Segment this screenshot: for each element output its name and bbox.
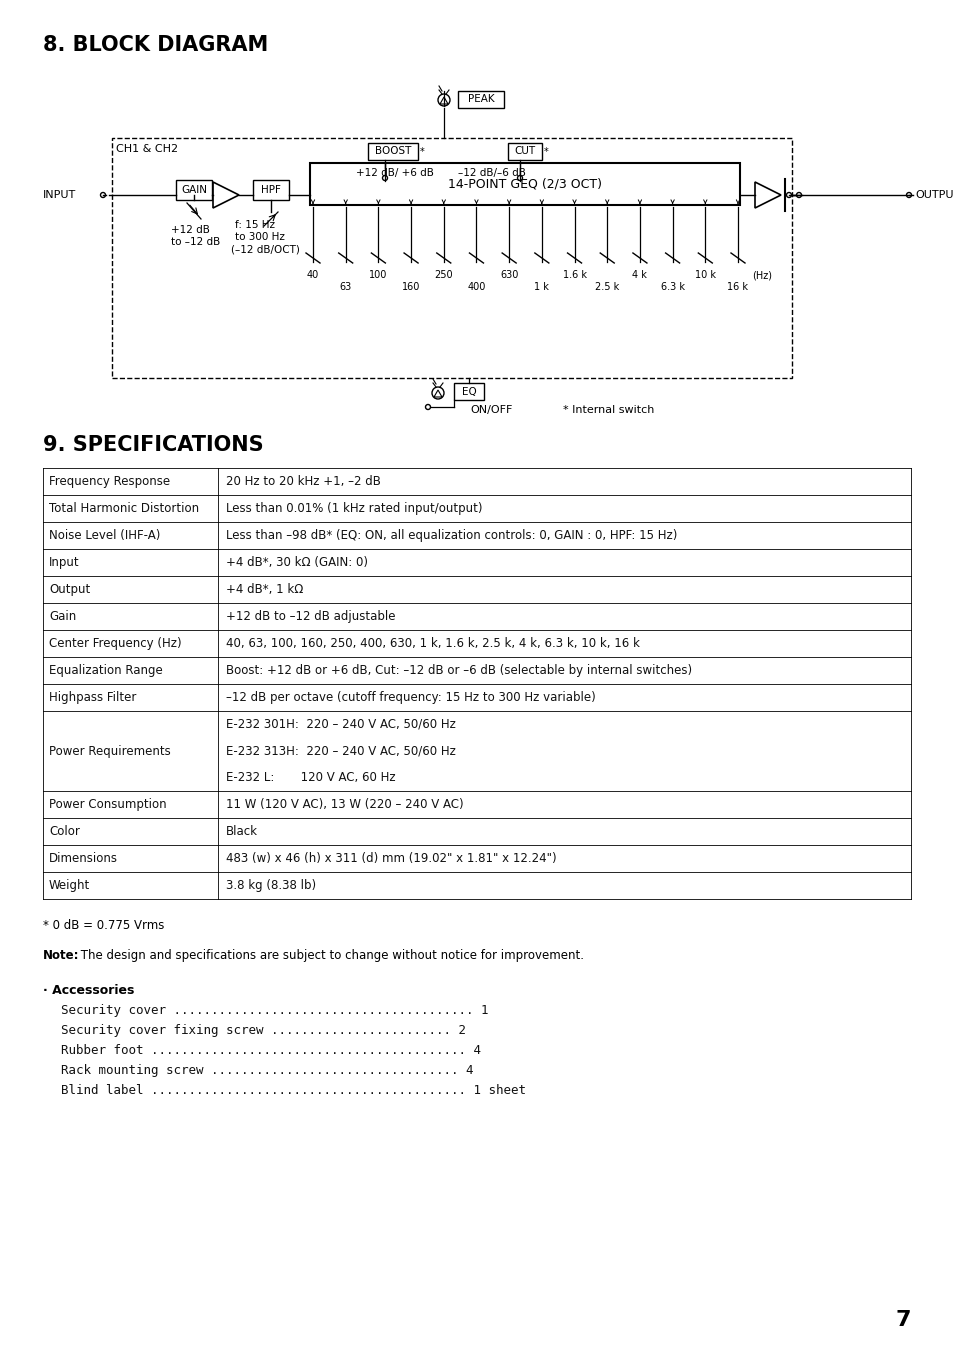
Text: –12 dB/–6 dB: –12 dB/–6 dB — [457, 167, 525, 178]
Text: 20 Hz to 20 kHz +1, –2 dB: 20 Hz to 20 kHz +1, –2 dB — [226, 475, 380, 487]
Text: to –12 dB: to –12 dB — [171, 238, 220, 247]
Text: *: * — [543, 147, 548, 157]
Text: Power Requirements: Power Requirements — [49, 744, 171, 757]
Text: E-232 301H:  220 – 240 V AC, 50/60 Hz: E-232 301H: 220 – 240 V AC, 50/60 Hz — [226, 718, 456, 730]
Text: 10 k: 10 k — [694, 270, 715, 279]
Text: *: * — [419, 147, 424, 157]
Text: Total Harmonic Distortion: Total Harmonic Distortion — [49, 502, 199, 514]
Text: EQ: EQ — [461, 386, 476, 397]
Bar — [253, 180, 289, 200]
Text: +12 dB/ +6 dB: +12 dB/ +6 dB — [355, 167, 434, 178]
Bar — [507, 143, 541, 161]
Text: +4 dB*, 30 kΩ (GAIN: 0): +4 dB*, 30 kΩ (GAIN: 0) — [226, 556, 368, 568]
Text: 400: 400 — [467, 282, 485, 292]
Text: 100: 100 — [369, 270, 387, 279]
Text: Dimensions: Dimensions — [49, 852, 118, 865]
Text: 40, 63, 100, 160, 250, 400, 630, 1 k, 1.6 k, 2.5 k, 4 k, 6.3 k, 10 k, 16 k: 40, 63, 100, 160, 250, 400, 630, 1 k, 1.… — [226, 637, 639, 649]
Text: 11 W (120 V AC), 13 W (220 – 240 V AC): 11 W (120 V AC), 13 W (220 – 240 V AC) — [226, 798, 463, 811]
Text: 2.5 k: 2.5 k — [595, 282, 618, 292]
Text: Weight: Weight — [49, 879, 91, 892]
Text: Boost: +12 dB or +6 dB, Cut: –12 dB or –6 dB (selectable by internal switches): Boost: +12 dB or +6 dB, Cut: –12 dB or –… — [226, 664, 691, 676]
Text: (Hz): (Hz) — [751, 270, 771, 279]
Text: 3.8 kg (8.38 lb): 3.8 kg (8.38 lb) — [226, 879, 315, 892]
Text: Rubber foot .......................................... 4: Rubber foot ............................… — [61, 1044, 480, 1057]
Text: 4 k: 4 k — [632, 270, 647, 279]
Bar — [112, 138, 791, 378]
Text: 9. SPECIFICATIONS: 9. SPECIFICATIONS — [43, 435, 263, 455]
Text: * Internal switch: * Internal switch — [562, 405, 654, 414]
Text: Less than –98 dB* (EQ: ON, all equalization controls: 0, GAIN : 0, HPF: 15 Hz): Less than –98 dB* (EQ: ON, all equalizat… — [226, 529, 677, 541]
Text: Gain: Gain — [49, 610, 76, 622]
Text: Security cover fixing screw ........................ 2: Security cover fixing screw ............… — [61, 1025, 465, 1037]
Text: Power Consumption: Power Consumption — [49, 798, 167, 811]
Text: 63: 63 — [339, 282, 352, 292]
Text: CH1 & CH2: CH1 & CH2 — [116, 144, 178, 154]
Text: Rack mounting screw ................................. 4: Rack mounting screw ....................… — [61, 1064, 473, 1077]
Text: 6.3 k: 6.3 k — [659, 282, 684, 292]
Text: ON/OFF: ON/OFF — [470, 405, 512, 414]
Text: +12 dB to –12 dB adjustable: +12 dB to –12 dB adjustable — [226, 610, 395, 622]
Text: CUT: CUT — [514, 147, 535, 157]
Text: Highpass Filter: Highpass Filter — [49, 691, 136, 703]
Text: 14-POINT GEQ (2/3 OCT): 14-POINT GEQ (2/3 OCT) — [448, 177, 601, 190]
Text: 250: 250 — [434, 270, 453, 279]
Text: Blind label .......................................... 1 sheet: Blind label ............................… — [61, 1084, 525, 1098]
Bar — [454, 383, 483, 400]
Text: Less than 0.01% (1 kHz rated input/output): Less than 0.01% (1 kHz rated input/outpu… — [226, 502, 482, 514]
Text: PEAK: PEAK — [467, 95, 494, 104]
Text: Color: Color — [49, 825, 80, 838]
Text: Noise Level (IHF-A): Noise Level (IHF-A) — [49, 529, 160, 541]
Text: 630: 630 — [499, 270, 517, 279]
Text: to 300 Hz: to 300 Hz — [234, 232, 285, 242]
Bar — [175, 180, 212, 200]
Text: (–12 dB/OCT): (–12 dB/OCT) — [231, 244, 299, 254]
Text: 1 k: 1 k — [534, 282, 549, 292]
Text: 1.6 k: 1.6 k — [562, 270, 586, 279]
Bar — [310, 163, 740, 205]
Text: 7: 7 — [895, 1310, 910, 1330]
Bar — [368, 143, 417, 161]
Text: –12 dB per octave (cutoff frequency: 15 Hz to 300 Hz variable): –12 dB per octave (cutoff frequency: 15 … — [226, 691, 595, 703]
Text: OUTPUT: OUTPUT — [914, 190, 953, 200]
Text: +4 dB*, 1 kΩ: +4 dB*, 1 kΩ — [226, 583, 303, 595]
Text: 160: 160 — [401, 282, 420, 292]
Text: E-232 L:       120 V AC, 60 Hz: E-232 L: 120 V AC, 60 Hz — [226, 771, 395, 784]
Text: INPUT: INPUT — [43, 190, 76, 200]
Text: E-232 313H:  220 – 240 V AC, 50/60 Hz: E-232 313H: 220 – 240 V AC, 50/60 Hz — [226, 744, 456, 757]
Text: Security cover ........................................ 1: Security cover .........................… — [61, 1004, 488, 1017]
Text: +12 dB: +12 dB — [171, 225, 210, 235]
Bar — [457, 90, 503, 108]
Text: 16 k: 16 k — [727, 282, 748, 292]
Text: Frequency Response: Frequency Response — [49, 475, 170, 487]
Text: BOOST: BOOST — [375, 147, 411, 157]
Text: The design and specifications are subject to change without notice for improveme: The design and specifications are subjec… — [77, 949, 583, 963]
Text: * 0 dB = 0.775 Vrms: * 0 dB = 0.775 Vrms — [43, 919, 164, 931]
Text: 8. BLOCK DIAGRAM: 8. BLOCK DIAGRAM — [43, 35, 268, 55]
Text: Center Frequency (Hz): Center Frequency (Hz) — [49, 637, 181, 649]
Text: GAIN: GAIN — [181, 185, 207, 194]
Text: HPF: HPF — [261, 185, 280, 194]
Text: Equalization Range: Equalization Range — [49, 664, 163, 676]
Text: Output: Output — [49, 583, 91, 595]
Text: Note:: Note: — [43, 949, 79, 963]
Text: Black: Black — [226, 825, 257, 838]
Text: Input: Input — [49, 556, 79, 568]
Text: · Accessories: · Accessories — [43, 984, 134, 998]
Text: 40: 40 — [307, 270, 319, 279]
Text: 483 (w) x 46 (h) x 311 (d) mm (19.02" x 1.81" x 12.24"): 483 (w) x 46 (h) x 311 (d) mm (19.02" x … — [226, 852, 556, 865]
Text: f: 15 Hz: f: 15 Hz — [234, 220, 274, 230]
